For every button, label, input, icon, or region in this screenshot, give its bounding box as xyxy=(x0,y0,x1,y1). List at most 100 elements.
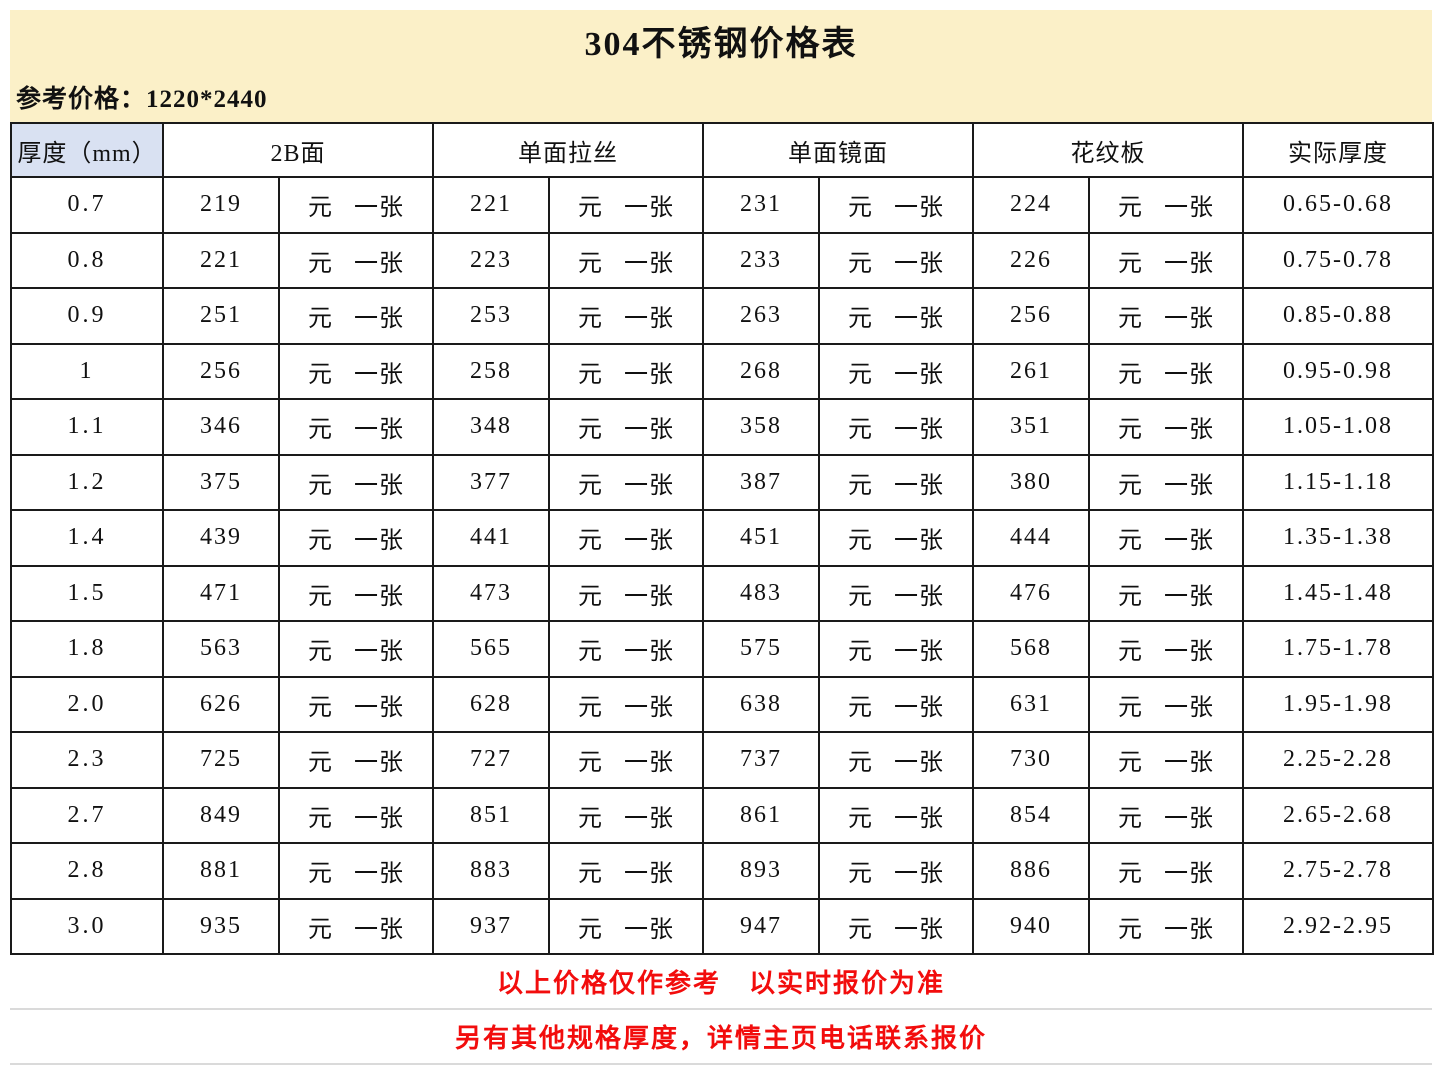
price-value-cell: 256 xyxy=(162,342,280,400)
price-value-cell: 263 xyxy=(702,287,821,345)
price-unit-cell: 元 一张 xyxy=(277,287,435,345)
actual-thickness-cell: 1.05-1.08 xyxy=(1242,398,1435,456)
actual-thickness-cell: 1.15-1.18 xyxy=(1242,453,1435,511)
price-value-cell: 935 xyxy=(162,897,280,955)
reference-price-label: 参考价格：1220*2440 xyxy=(16,86,268,114)
price-unit-cell: 元 一张 xyxy=(1088,231,1245,289)
actual-thickness-cell: 0.65-0.68 xyxy=(1242,176,1435,234)
price-value-cell: 861 xyxy=(702,786,821,844)
price-unit-cell: 元 一张 xyxy=(548,398,705,456)
price-unit-cell: 元 一张 xyxy=(1088,675,1245,733)
price-unit-cell: 元 一张 xyxy=(818,564,975,622)
table-row: 0.7 219 元 一张 221 元 一张 231 元 一张 224 元 一张 0.65-0.68 xyxy=(10,176,1435,234)
price-unit-cell: 元 一张 xyxy=(818,453,975,511)
price-unit-cell: 元 一张 xyxy=(818,231,975,289)
price-value-cell: 258 xyxy=(432,342,551,400)
price-unit-cell: 元 一张 xyxy=(277,342,435,400)
price-unit-cell: 元 一张 xyxy=(818,731,975,789)
price-value-cell: 563 xyxy=(162,620,280,678)
price-value-cell: 940 xyxy=(972,897,1091,955)
table-row: 0.8 221 元 一张 223 元 一张 233 元 一张 226 元 一张 0.75-0.78 xyxy=(10,231,1435,289)
header-thickness: 厚度（mm） xyxy=(10,122,164,178)
thickness-cell: 1.5 xyxy=(10,564,164,622)
price-unit-cell: 元 一张 xyxy=(818,675,975,733)
actual-thickness-cell: 1.75-1.78 xyxy=(1242,620,1435,678)
price-unit-cell: 元 一张 xyxy=(1088,897,1245,955)
page-title: 304不锈钢价格表 xyxy=(584,26,858,63)
price-unit-cell: 元 一张 xyxy=(1088,342,1245,400)
price-value-cell: 476 xyxy=(972,564,1091,622)
price-unit-cell: 元 一张 xyxy=(277,897,435,955)
actual-thickness-cell: 1.95-1.98 xyxy=(1242,675,1435,733)
actual-thickness-cell: 2.25-2.28 xyxy=(1242,731,1435,789)
table-row: 1.4 439 元 一张 441 元 一张 451 元 一张 444 元 一张 1.35-1.38 xyxy=(10,509,1435,567)
price-unit-cell: 元 一张 xyxy=(548,509,705,567)
price-value-cell: 851 xyxy=(432,786,551,844)
footer-note-2: 另有其他规格厚度，详情主页电话联系报价 xyxy=(10,1010,1432,1065)
price-table: 厚度（mm） 2B面 单面拉丝 单面镜面 花纹板 实际厚度 0.7 219 元 一张… xyxy=(10,122,1435,955)
price-unit-cell: 元 一张 xyxy=(548,731,705,789)
thickness-cell: 1.4 xyxy=(10,509,164,567)
price-unit-cell: 元 一张 xyxy=(277,620,435,678)
price-unit-cell: 元 一张 xyxy=(548,564,705,622)
table-row: 2.0 626 元 一张 628 元 一张 638 元 一张 631 元 一张 1.95-1.98 xyxy=(10,675,1435,733)
price-unit-cell: 元 一张 xyxy=(277,176,435,234)
price-value-cell: 221 xyxy=(162,231,280,289)
price-value-cell: 380 xyxy=(972,453,1091,511)
price-unit-cell: 元 一张 xyxy=(1088,620,1245,678)
price-unit-cell: 元 一张 xyxy=(818,842,975,900)
price-value-cell: 727 xyxy=(432,731,551,789)
thickness-cell: 0.7 xyxy=(10,176,164,234)
price-value-cell: 937 xyxy=(432,897,551,955)
thickness-cell: 1.8 xyxy=(10,620,164,678)
price-unit-cell: 元 一张 xyxy=(1088,287,1245,345)
price-value-cell: 441 xyxy=(432,509,551,567)
price-value-cell: 231 xyxy=(702,176,821,234)
price-unit-cell: 元 一张 xyxy=(277,675,435,733)
actual-thickness-cell: 0.95-0.98 xyxy=(1242,342,1435,400)
price-value-cell: 346 xyxy=(162,398,280,456)
price-unit-cell: 元 一张 xyxy=(277,453,435,511)
price-value-cell: 881 xyxy=(162,842,280,900)
price-value-cell: 444 xyxy=(972,509,1091,567)
price-value-cell: 565 xyxy=(432,620,551,678)
price-value-cell: 628 xyxy=(432,675,551,733)
price-value-cell: 471 xyxy=(162,564,280,622)
price-unit-cell: 元 一张 xyxy=(548,675,705,733)
table-header-row: 厚度（mm） 2B面 单面拉丝 单面镜面 花纹板 实际厚度 xyxy=(10,122,1435,178)
price-unit-cell: 元 一张 xyxy=(818,620,975,678)
price-value-cell: 947 xyxy=(702,897,821,955)
price-unit-cell: 元 一张 xyxy=(818,786,975,844)
actual-thickness-cell: 0.75-0.78 xyxy=(1242,231,1435,289)
price-unit-cell: 元 一张 xyxy=(277,731,435,789)
price-value-cell: 261 xyxy=(972,342,1091,400)
price-unit-cell: 元 一张 xyxy=(548,231,705,289)
price-value-cell: 224 xyxy=(972,176,1091,234)
price-unit-cell: 元 一张 xyxy=(1088,842,1245,900)
thickness-cell: 1.2 xyxy=(10,453,164,511)
price-value-cell: 626 xyxy=(162,675,280,733)
price-value-cell: 375 xyxy=(162,453,280,511)
price-value-cell: 451 xyxy=(702,509,821,567)
price-value-cell: 631 xyxy=(972,675,1091,733)
price-value-cell: 849 xyxy=(162,786,280,844)
table-row: 1.8 563 元 一张 565 元 一张 575 元 一张 568 元 一张 1.75-1.78 xyxy=(10,620,1435,678)
price-value-cell: 233 xyxy=(702,231,821,289)
price-unit-cell: 元 一张 xyxy=(548,842,705,900)
price-unit-cell: 元 一张 xyxy=(1088,731,1245,789)
price-unit-cell: 元 一张 xyxy=(548,897,705,955)
price-unit-cell: 元 一张 xyxy=(1088,564,1245,622)
thickness-cell: 2.0 xyxy=(10,675,164,733)
price-unit-cell: 元 一张 xyxy=(818,342,975,400)
table-row: 0.9 251 元 一张 253 元 一张 263 元 一张 256 元 一张 0.85-0.88 xyxy=(10,287,1435,345)
price-unit-cell: 元 一张 xyxy=(1088,398,1245,456)
thickness-cell: 2.7 xyxy=(10,786,164,844)
table-row: 1.2 375 元 一张 377 元 一张 387 元 一张 380 元 一张 1.15-1.18 xyxy=(10,453,1435,511)
price-value-cell: 351 xyxy=(972,398,1091,456)
thickness-cell: 0.9 xyxy=(10,287,164,345)
table-row: 2.7 849 元 一张 851 元 一张 861 元 一张 854 元 一张 2.65-2.68 xyxy=(10,786,1435,844)
price-value-cell: 358 xyxy=(702,398,821,456)
price-value-cell: 253 xyxy=(432,287,551,345)
price-unit-cell: 元 一张 xyxy=(818,398,975,456)
